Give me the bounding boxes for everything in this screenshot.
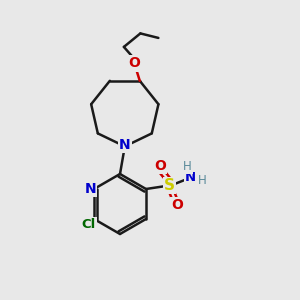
Text: H: H (183, 160, 192, 173)
Text: N: N (84, 182, 96, 196)
Text: S: S (164, 178, 175, 193)
Text: N: N (119, 138, 130, 152)
Text: O: O (171, 198, 183, 212)
Text: N: N (185, 171, 196, 184)
Text: O: O (154, 159, 166, 173)
Text: O: O (128, 56, 140, 70)
Text: H: H (197, 174, 206, 187)
Text: Cl: Cl (82, 218, 96, 231)
